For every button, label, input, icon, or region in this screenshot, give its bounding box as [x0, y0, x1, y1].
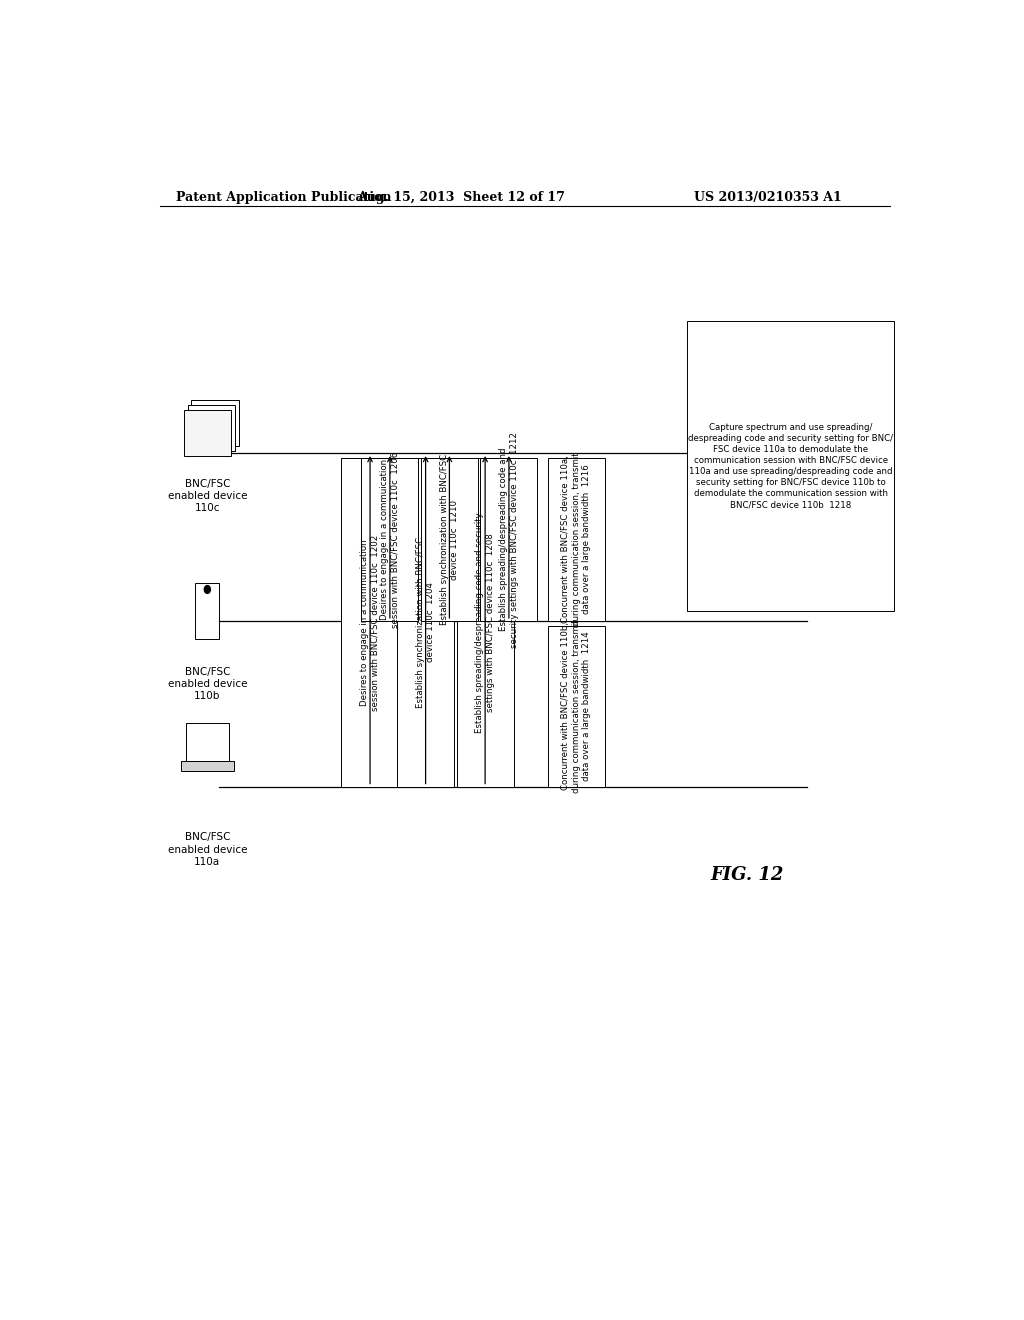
- Bar: [196, 582, 219, 639]
- Bar: [457, 458, 514, 787]
- Text: Concurrent with BNC/FSC device 110a,
during communication session, transmit
data: Concurrent with BNC/FSC device 110a, dur…: [561, 453, 591, 627]
- Bar: [187, 405, 236, 450]
- Bar: [548, 626, 605, 787]
- Bar: [185, 722, 229, 762]
- Text: Desires to engage in a communication
session with BNC/FSC device 110c  1202: Desires to engage in a communication ses…: [360, 535, 380, 710]
- Bar: [183, 411, 231, 455]
- Bar: [397, 458, 455, 787]
- Text: Desires to engage in a commuication
session with BNC/FSC device 110c  1206: Desires to engage in a commuication sess…: [380, 451, 399, 628]
- Bar: [548, 458, 605, 620]
- Bar: [361, 458, 419, 620]
- Text: Establish synchronization with BNC/FSC
device 110c  1210: Establish synchronization with BNC/FSC d…: [439, 454, 459, 626]
- Bar: [421, 458, 478, 620]
- Text: Concurrent with BNC/FSC device 110b,
during communication session, transmit
data: Concurrent with BNC/FSC device 110b, dur…: [561, 619, 591, 793]
- Bar: [341, 458, 398, 787]
- Text: Establish spreading/despreading code and
security settings with BNC/FSC device 1: Establish spreading/despreading code and…: [500, 432, 518, 648]
- Circle shape: [205, 586, 210, 594]
- Text: FIG. 12: FIG. 12: [711, 866, 783, 884]
- Bar: [687, 321, 894, 611]
- Bar: [480, 458, 538, 620]
- Text: Patent Application Publication: Patent Application Publication: [176, 190, 391, 203]
- Text: BNC/FSC
enabled device
110b: BNC/FSC enabled device 110b: [168, 667, 247, 701]
- Text: Aug. 15, 2013  Sheet 12 of 17: Aug. 15, 2013 Sheet 12 of 17: [357, 190, 565, 203]
- Text: US 2013/0210353 A1: US 2013/0210353 A1: [694, 190, 842, 203]
- Text: Establish synchronization with BNC/FSC
device 110c  1204: Establish synchronization with BNC/FSC d…: [416, 537, 435, 708]
- Bar: [191, 400, 240, 446]
- Text: Capture spectrum and use spreading/
despreading code and security setting for BN: Capture spectrum and use spreading/ desp…: [688, 422, 893, 510]
- Text: BNC/FSC
enabled device
110c: BNC/FSC enabled device 110c: [168, 479, 247, 513]
- Text: Establish spreading/despreading code and security
settings with BNC/FSC device 1: Establish spreading/despreading code and…: [475, 512, 495, 733]
- Text: BNC/FSC
enabled device
110a: BNC/FSC enabled device 110a: [168, 833, 247, 867]
- Bar: [181, 762, 233, 771]
